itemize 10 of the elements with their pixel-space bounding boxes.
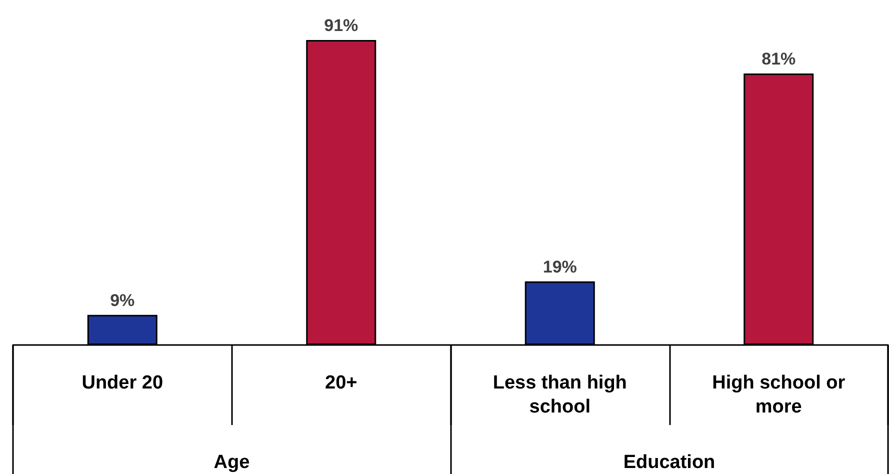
data-label: 91% [324, 16, 358, 35]
data-label: 19% [542, 257, 577, 276]
data-label: 81% [762, 50, 796, 69]
x-tick-label: High school or more [712, 372, 846, 418]
text: Age [214, 452, 250, 473]
text: Education [623, 452, 716, 473]
x-tick-label: Less than high school [492, 372, 627, 418]
x-tick-label: Under 20 [82, 372, 164, 394]
data-label: 9% [110, 290, 135, 310]
x-tick-label: 20+ [325, 372, 358, 394]
